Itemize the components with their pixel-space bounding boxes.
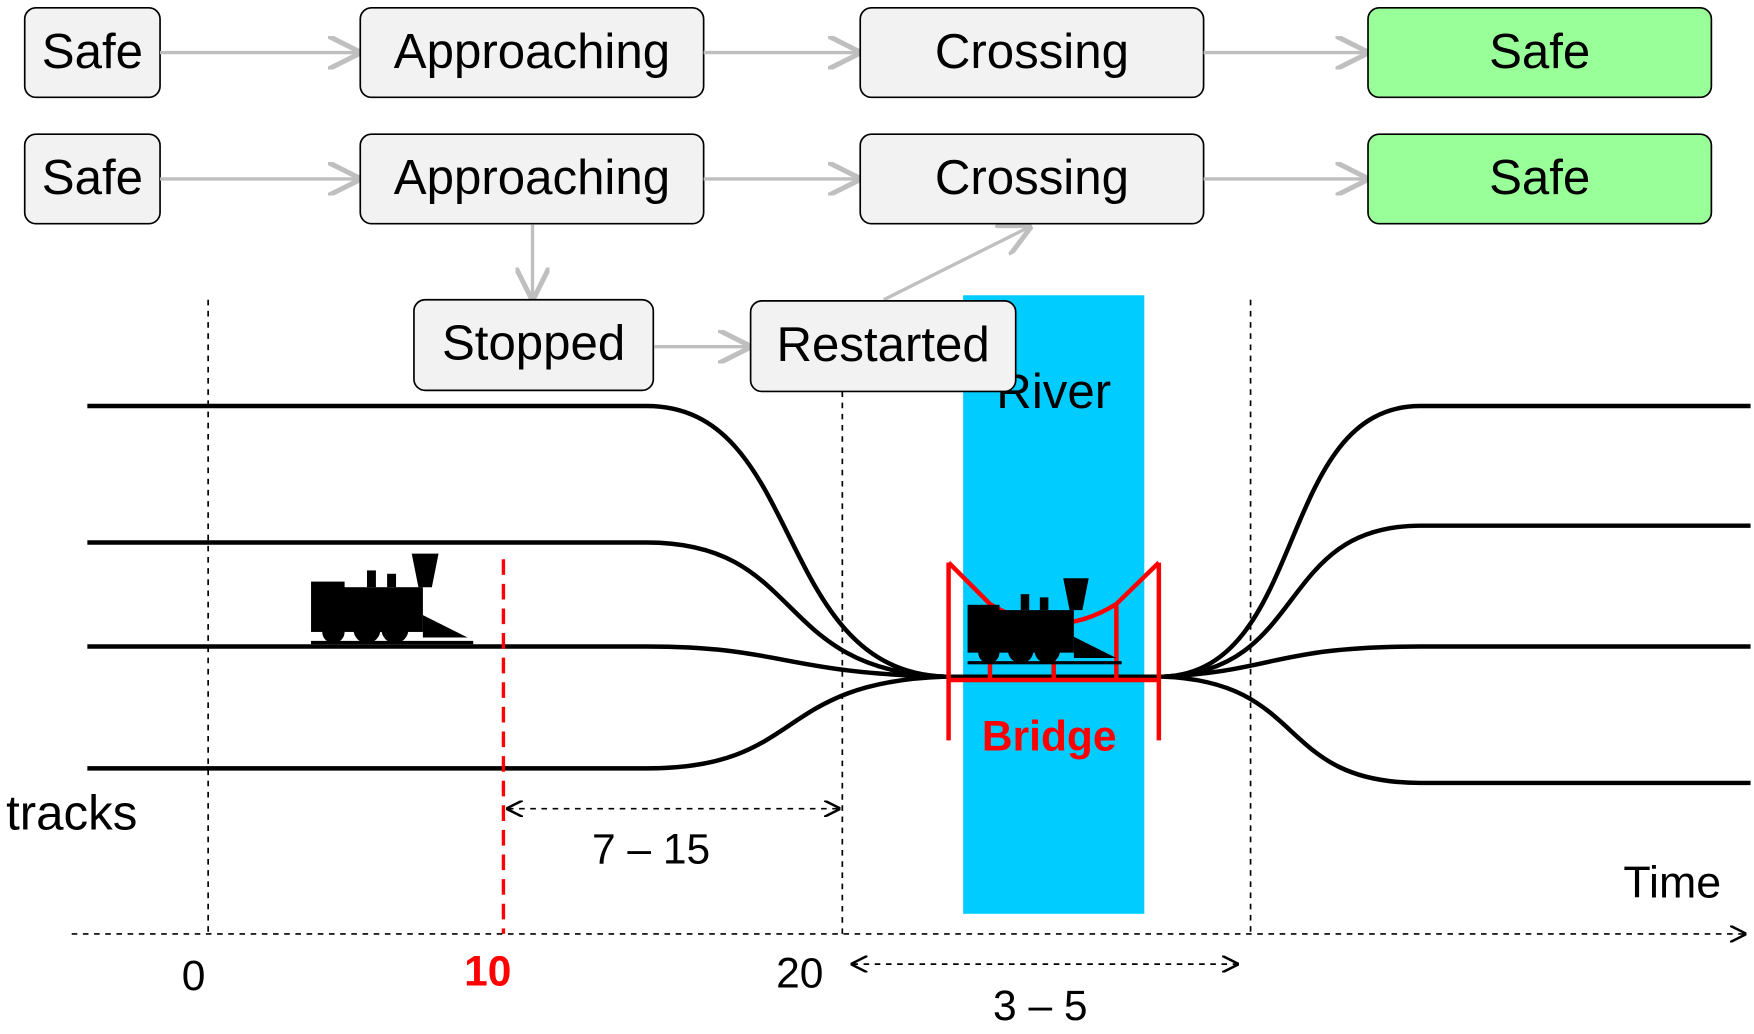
interval: 7 – 15 [592,827,710,874]
state-label: Crossing [935,24,1129,79]
tick: 20 [776,951,823,998]
diagram: River Bridge tracks Time 0 10 20 7 – 15 … [0,0,1754,1029]
state-label: Safe [1489,150,1590,205]
tick: 0 [182,953,206,1000]
state-label: Safe [42,24,143,79]
state-label: Crossing [935,150,1129,205]
time-label: Time [1623,859,1721,908]
page: {"rows":[{"states":["Safe","Approaching"… [0,0,1754,1029]
state-label: Restarted [776,317,989,372]
state-label: Safe [1489,24,1590,79]
bridge-label: Bridge [982,714,1117,761]
interval: 3 – 5 [993,983,1088,1029]
tick: 10 [464,948,511,995]
state-label: Stopped [442,316,625,371]
state-label: Safe [42,150,143,205]
tracks-label: tracks [6,785,137,840]
train [311,554,473,645]
state-flow: Safe Approaching Crossing Safe Safe Approachi… [25,8,1712,347]
state-label: Approaching [394,24,670,79]
state-label: Approaching [394,150,670,205]
